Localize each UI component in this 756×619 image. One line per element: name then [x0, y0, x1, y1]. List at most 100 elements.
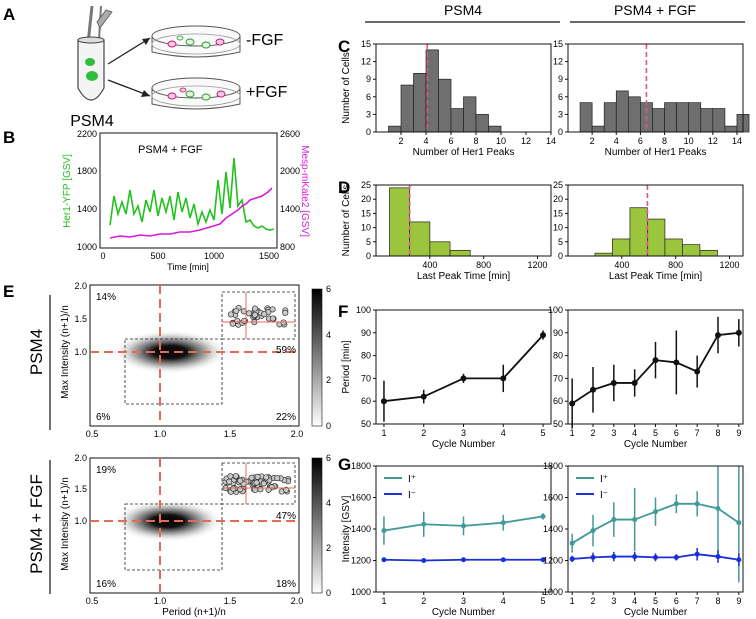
x-tick-label: 1: [570, 596, 575, 606]
legend-label: I⁺: [600, 474, 608, 485]
panel-e-ytick: 2.0: [74, 281, 87, 291]
axes-frame: [567, 184, 744, 257]
outlier-point: [254, 473, 261, 480]
outlier-point: [253, 479, 260, 486]
data-point: [611, 554, 617, 560]
data-point: [673, 359, 680, 366]
chart-g-left: I⁺ I⁻ 1000 1200 1400 1600 1800 1 2 3 4 5 Cycle Numbe…: [341, 461, 552, 618]
y-tick-label: 1800: [543, 461, 563, 471]
panel-e-xlabel: Period (n+1)/n: [162, 607, 226, 618]
axes-frame: [375, 184, 552, 257]
x-tick-label: 2: [398, 136, 403, 146]
y-tick-label: 100: [356, 305, 371, 315]
y-tick-label: 1400: [543, 524, 563, 534]
x-tick-label: 5: [541, 596, 546, 606]
outlier-point: [237, 477, 244, 484]
panel-b-ytick-right: 2000: [280, 166, 300, 176]
data-point: [632, 517, 638, 523]
colorbar-tick: 0: [326, 588, 331, 598]
x-tick-label: 8: [662, 136, 667, 146]
y-tick-label: 80: [361, 351, 371, 361]
y-tick-label: 6: [558, 92, 563, 102]
data-point: [715, 332, 721, 339]
quadrant-box-center: [124, 503, 223, 571]
panel-b-x-ticks: 0 500 1000 1500: [100, 251, 279, 261]
histogram-bar: [629, 207, 648, 257]
row-label-psm4-fgf: PSM4 + FGF: [27, 474, 46, 574]
outlier-point: [265, 486, 272, 493]
data-point: [461, 557, 466, 563]
colorbar-tick: 2: [326, 543, 331, 553]
panel-e-xtick: 1.0: [154, 596, 167, 606]
quadrant-pct-tl: 19%: [96, 465, 116, 476]
axes-frame: [375, 43, 552, 133]
x-tick-label: 9: [736, 428, 741, 438]
colorbar-tick: 4: [326, 330, 331, 340]
y-tick-label: 70: [361, 373, 371, 383]
x-tick-label: 1: [381, 428, 386, 438]
petri-dish-top: [151, 25, 241, 58]
outlier-point: [269, 315, 276, 322]
colorbar-tick: 6: [326, 284, 331, 294]
row-label-psm4: PSM4: [27, 329, 46, 375]
x-tick-label: 14: [546, 136, 556, 146]
outlier-point: [237, 486, 244, 493]
y-axis-label: Intensity [GSV]: [341, 495, 352, 562]
x-tick-label: 400: [422, 260, 437, 270]
x-axis-label: Last Peak Time [min]: [609, 271, 703, 282]
x-tick-label: 3: [611, 596, 616, 606]
panel-e-xtick: 1.0: [154, 429, 167, 439]
chart-c-right: 0 3 6 9 12 15 2 4 6 8 10 12 14 Number of Her1 Peaks: [553, 39, 750, 158]
histogram-bar: [450, 108, 464, 133]
legend-label: I⁻: [600, 490, 608, 501]
panel-e-xtick: 2.0: [291, 596, 304, 606]
outlier-point: [269, 306, 276, 313]
x-tick-label: 10: [684, 136, 694, 146]
panel-e-ylabel: Max Intensity (n+1)/n: [60, 477, 71, 571]
data-point: [540, 513, 546, 519]
quadrant-pct-br: 22%: [276, 412, 296, 423]
histogram-bar: [429, 241, 451, 257]
data-point: [569, 540, 575, 546]
panel-e-xtick: 1.5: [224, 596, 237, 606]
x-axis-label: Cycle Number: [624, 607, 688, 618]
x-tick-label: 2: [590, 136, 595, 146]
panel-b-y-ticks-right: 800 1400 2000 2600: [280, 129, 300, 252]
panel-b-ylabel-left: Her1-YFP [GSV]: [62, 154, 73, 228]
x-tick-label: 6: [674, 596, 679, 606]
panel-label-c: C: [338, 37, 350, 56]
panel-label-e: E: [3, 282, 14, 301]
x-tick-label: 2: [421, 428, 426, 438]
panel-label-d: D: [338, 178, 350, 197]
y-tick-label: 60: [361, 396, 371, 406]
x-tick-label: 4: [423, 136, 428, 146]
y-tick-label: 25: [361, 180, 371, 190]
y-tick-label: 0: [366, 251, 371, 261]
histogram-bar: [579, 102, 593, 133]
histogram-bar: [647, 218, 666, 257]
panel-b-ytick-left: 1800: [77, 166, 97, 176]
data-point: [421, 521, 427, 527]
x-tick-label: 8: [473, 136, 478, 146]
quadrant-box-upper-right: [221, 291, 296, 340]
column-header-psm4: PSM4: [444, 2, 482, 18]
histogram-bar: [413, 72, 427, 133]
data-point: [381, 528, 387, 534]
panel-b-ytick-right: 800: [280, 242, 295, 252]
panel-b-frame: [99, 132, 278, 249]
histogram-bar: [463, 96, 477, 133]
y-tick-label: 9: [558, 74, 563, 84]
colorbar-tick: 2: [326, 375, 331, 385]
data-point: [653, 554, 658, 560]
x-tick-label: 4: [501, 428, 506, 438]
x-tick-label: 1200: [528, 260, 548, 270]
outlier-point: [263, 474, 270, 481]
axes-frame: [375, 309, 552, 425]
outlier-point: [233, 307, 240, 315]
data-point: [652, 357, 659, 364]
x-tick-label: 8: [715, 428, 720, 438]
y-tick-label: 20: [553, 194, 563, 204]
chart-d-left: 0 5 10 15 20 25 400 800 1200 Last Peak Time [min]…: [341, 180, 552, 282]
histogram-bar: [615, 90, 629, 133]
x-tick-label: 14: [732, 136, 742, 146]
